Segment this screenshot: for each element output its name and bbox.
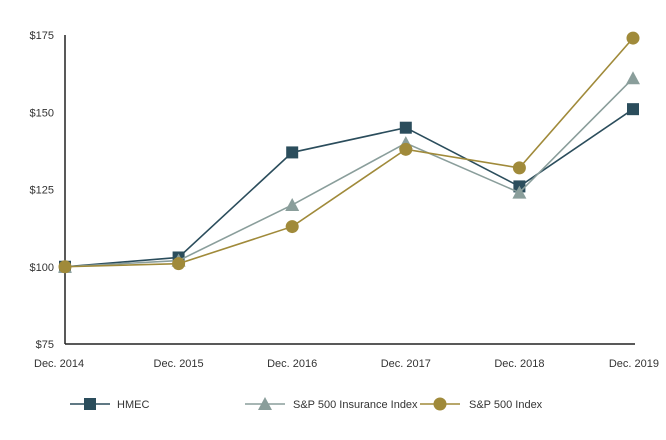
legend-item-sandp-500-index: S&P 500 Index bbox=[420, 397, 543, 411]
series-sandp-500-insurance-index bbox=[58, 71, 640, 273]
legend-marker-square bbox=[84, 398, 96, 410]
x-tick-label: Dec. 2017 bbox=[381, 358, 431, 370]
data-point-sandp-500-index bbox=[58, 260, 72, 274]
legend-marker-circle bbox=[433, 397, 447, 411]
data-point-sandp-500-index bbox=[626, 31, 640, 45]
y-tick-label: $150 bbox=[30, 107, 54, 119]
y-tick-label: $75 bbox=[36, 339, 54, 351]
data-point-sandp-500-index bbox=[399, 142, 413, 156]
data-point-hmec bbox=[399, 121, 412, 134]
data-point-hmec bbox=[286, 146, 299, 159]
data-point-sandp-500-index bbox=[512, 161, 526, 175]
x-tick-label: Dec. 2014 bbox=[34, 358, 84, 370]
legend-item-hmec: HMEC bbox=[70, 398, 149, 411]
legend-marker-triangle bbox=[258, 397, 272, 410]
data-point-hmec bbox=[627, 103, 639, 116]
x-axis-ticks: Dec. 2014 Dec. 2015 Dec. 2016 Dec. 2017 Dec.… bbox=[34, 358, 659, 370]
x-tick-label: Dec. 2018 bbox=[494, 358, 544, 370]
data-point-sandp-500-index bbox=[285, 220, 299, 234]
legend-label: S&P 500 Index bbox=[469, 399, 543, 411]
y-axis-ticks: $75 $100 $125 $150 $175 bbox=[30, 30, 54, 351]
y-tick-label: $125 bbox=[30, 185, 54, 197]
y-tick-label: $175 bbox=[30, 30, 54, 42]
legend-item-sandp-500-insurance-index: S&P 500 Insurance Index bbox=[245, 397, 418, 411]
series-group bbox=[58, 31, 640, 274]
x-tick-label: Dec. 2015 bbox=[154, 358, 204, 370]
data-point-sandp-500-insurance-index bbox=[512, 185, 527, 199]
legend: HMEC S&P 500 Insurance Index S&P 500 Index bbox=[70, 397, 543, 411]
series-sandp-500-index bbox=[58, 31, 640, 274]
x-tick-label: Dec. 2019 bbox=[609, 358, 659, 370]
series-line-sandp-500-index bbox=[64, 37, 634, 268]
axes bbox=[64, 35, 635, 345]
y-tick-label: $100 bbox=[30, 262, 54, 274]
legend-label: S&P 500 Insurance Index bbox=[293, 399, 418, 411]
x-tick-label: Dec. 2016 bbox=[267, 358, 317, 370]
series-line-sandp-500-insurance-index bbox=[64, 77, 634, 268]
legend-label: HMEC bbox=[117, 399, 149, 411]
data-point-sandp-500-insurance-index bbox=[626, 71, 640, 85]
data-point-sandp-500-index bbox=[172, 257, 186, 271]
data-point-sandp-500-insurance-index bbox=[285, 197, 300, 211]
